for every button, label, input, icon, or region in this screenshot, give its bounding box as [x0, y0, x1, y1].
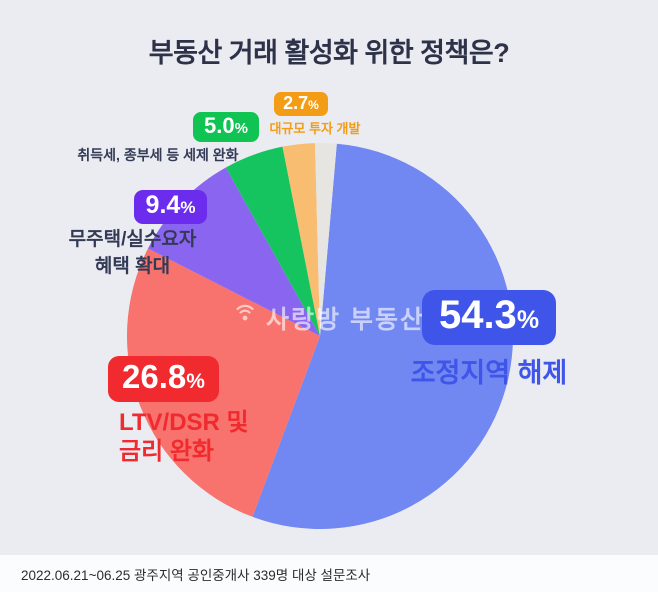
callout-large-investment: 2.7% 대규모 투자 개발 — [240, 92, 390, 137]
percent-value: 54.3 — [438, 293, 517, 337]
callout-ltv-dsr: 26.8% LTV/DSR 및 금리 완화 — [108, 356, 298, 466]
slice-caption-line1: 무주택/실수요자 — [68, 228, 197, 250]
slice-caption-line2: 혜택 확대 — [94, 256, 171, 278]
slice-caption: 조정지역 해제 — [410, 358, 568, 389]
page-title: 부동산 거래 활성화 위한 정책은? — [148, 38, 510, 68]
percent-badge-tax: 5.0% — [193, 112, 259, 142]
percent-badge-invest: 2.7% — [274, 92, 328, 117]
callout-adjusted-area-release: 54.3% 조정지역 해제 — [398, 290, 580, 390]
slice-caption-line2: 금리 완화 — [119, 438, 214, 466]
pie-svg — [127, 143, 513, 529]
pie-slice-1 — [127, 248, 320, 517]
pie-chart — [127, 143, 513, 529]
percent-sign: % — [234, 120, 248, 137]
footer-bar: 2022.06.21~06.25 광주지역 공인중개사 339명 대상 설문조사 — [0, 555, 658, 592]
slice-caption-line1: LTV/DSR 및 — [119, 408, 249, 436]
percent-sign: % — [308, 98, 319, 112]
percent-sign: % — [180, 198, 196, 217]
percent-value: 9.4 — [145, 191, 181, 219]
percent-sign: % — [186, 370, 205, 393]
callout-tax-relief: 5.0% 취득세, 종부세 등 세제 완화 — [40, 112, 276, 165]
pie-slice-5 — [315, 143, 337, 336]
pie-slice-0 — [252, 143, 513, 529]
slice-caption: 대규모 투자 개발 — [269, 121, 361, 137]
percent-value: 2.7 — [283, 93, 309, 113]
percent-badge-nohouse: 9.4% — [133, 190, 208, 224]
footer-text: 2022.06.21~06.25 광주지역 공인중개사 339명 대상 설문조사 — [21, 567, 371, 583]
pie-slice-4 — [282, 143, 320, 336]
percent-badge-adjust: 54.3% — [421, 290, 557, 346]
pie-slice-3 — [225, 146, 320, 336]
percent-sign: % — [516, 306, 540, 334]
percent-badge-ltv: 26.8% — [108, 356, 219, 402]
slice-caption: 취득세, 종부세 등 세제 완화 — [77, 146, 239, 163]
callout-no-house-benefit: 9.4% 무주택/실수요자 혜택 확대 — [40, 190, 225, 279]
percent-value: 5.0 — [204, 113, 235, 138]
percent-value: 26.8 — [122, 358, 187, 395]
